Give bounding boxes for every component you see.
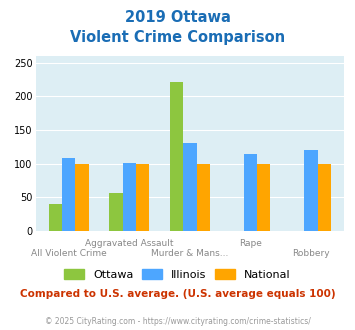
Bar bbox=[183, 143, 197, 231]
Bar bbox=[49, 204, 62, 231]
Bar bbox=[304, 149, 318, 231]
Bar bbox=[197, 164, 210, 231]
Bar bbox=[136, 164, 149, 231]
Text: 2019 Ottawa: 2019 Ottawa bbox=[125, 10, 230, 25]
Bar bbox=[257, 164, 271, 231]
Bar bbox=[318, 164, 331, 231]
Text: Aggravated Assault: Aggravated Assault bbox=[85, 239, 174, 248]
Bar bbox=[170, 82, 183, 231]
Text: Rape: Rape bbox=[239, 239, 262, 248]
Bar bbox=[244, 154, 257, 231]
Bar bbox=[123, 163, 136, 231]
Text: © 2025 CityRating.com - https://www.cityrating.com/crime-statistics/: © 2025 CityRating.com - https://www.city… bbox=[45, 317, 310, 326]
Legend: Ottawa, Illinois, National: Ottawa, Illinois, National bbox=[60, 265, 295, 284]
Bar bbox=[62, 158, 76, 231]
Text: Compared to U.S. average. (U.S. average equals 100): Compared to U.S. average. (U.S. average … bbox=[20, 289, 335, 299]
Text: Murder & Mans...: Murder & Mans... bbox=[151, 249, 229, 258]
Text: Violent Crime Comparison: Violent Crime Comparison bbox=[70, 30, 285, 45]
Text: Robbery: Robbery bbox=[292, 249, 330, 258]
Bar bbox=[109, 193, 123, 231]
Text: All Violent Crime: All Violent Crime bbox=[31, 249, 107, 258]
Bar bbox=[76, 164, 89, 231]
